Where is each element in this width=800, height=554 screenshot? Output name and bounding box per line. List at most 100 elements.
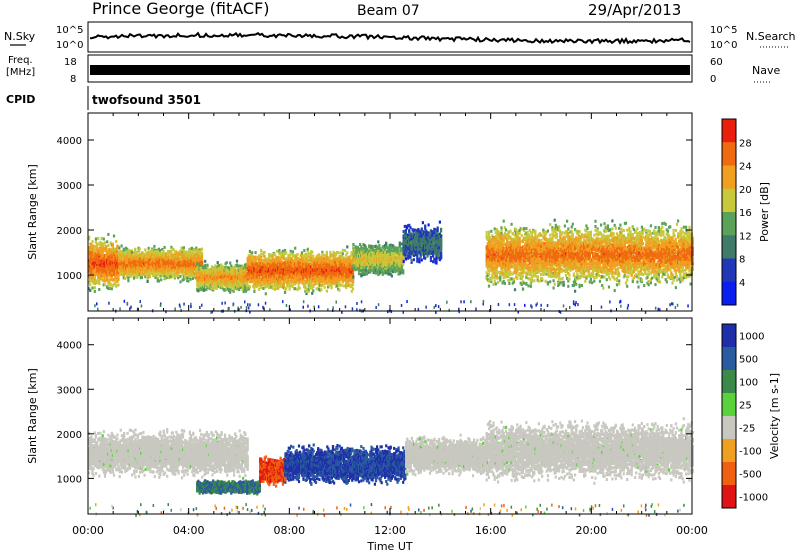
echo-cell bbox=[118, 247, 120, 250]
echo-cell bbox=[124, 277, 126, 280]
echo-cell bbox=[144, 248, 146, 251]
echo-cell bbox=[260, 249, 262, 252]
echo-cell bbox=[89, 289, 91, 292]
echo-cell bbox=[283, 255, 285, 258]
echo-cell bbox=[164, 246, 166, 249]
echo-cell bbox=[153, 245, 155, 248]
freq-label-1: Freq. bbox=[8, 55, 33, 66]
echo-cell bbox=[111, 269, 113, 272]
cpid-label: CPID bbox=[6, 93, 35, 106]
echo-cell bbox=[97, 242, 99, 245]
echo-cell bbox=[246, 282, 248, 285]
echo-cell bbox=[233, 290, 235, 293]
echo-cell bbox=[97, 237, 99, 240]
echo-cell bbox=[108, 287, 110, 290]
echo-cell bbox=[285, 251, 287, 254]
echo-cell bbox=[255, 256, 257, 259]
echo-cell bbox=[121, 244, 123, 247]
echo-cell bbox=[251, 251, 253, 254]
echo-cell bbox=[170, 251, 172, 254]
echo-cell bbox=[236, 260, 238, 263]
nsky-left-tick-top: 10^5 bbox=[56, 25, 83, 36]
freq-label-2: [MHz] bbox=[6, 67, 35, 78]
echo-cell bbox=[123, 249, 125, 252]
echo-cell bbox=[229, 291, 231, 294]
nsky-panel: N.Sky 10^5 10^0 10^5 10^0 N.Search bbox=[4, 22, 796, 52]
station-title: Prince George (fitACF) bbox=[92, 0, 270, 18]
echo-cell bbox=[101, 237, 103, 240]
echo-cell bbox=[255, 251, 257, 254]
echo-cell bbox=[159, 249, 161, 252]
echo-cell bbox=[160, 278, 162, 281]
echo-cell bbox=[95, 238, 97, 241]
date-title: 29/Apr/2013 bbox=[588, 1, 681, 19]
echo-cell bbox=[179, 275, 181, 278]
nave-tick-top: 60 bbox=[710, 57, 723, 68]
echo-cell bbox=[260, 253, 262, 256]
freq-band bbox=[90, 65, 690, 75]
echo-cell bbox=[201, 253, 203, 256]
echo-cell bbox=[191, 247, 193, 250]
echo-cell bbox=[91, 287, 93, 290]
echo-cell bbox=[201, 255, 203, 258]
echo-cell bbox=[285, 288, 287, 291]
echo-cell bbox=[117, 278, 119, 281]
beam-title: Beam 07 bbox=[357, 3, 420, 19]
echo-cell bbox=[217, 261, 219, 264]
echo-cell bbox=[106, 240, 108, 243]
echo-cell bbox=[275, 287, 277, 290]
echo-cell bbox=[112, 244, 114, 247]
echo-cell bbox=[187, 280, 189, 283]
echo-cell bbox=[136, 274, 138, 277]
echo-cell bbox=[148, 247, 150, 250]
nsky-left-tick-bottom: 10^0 bbox=[56, 40, 83, 51]
echo-cell bbox=[127, 279, 129, 282]
echo-cell bbox=[258, 288, 260, 291]
echo-cell bbox=[110, 284, 112, 287]
freq-tick-top: 18 bbox=[64, 57, 77, 68]
echo-cell bbox=[262, 287, 264, 290]
echo-cell bbox=[278, 249, 280, 252]
echo-cell bbox=[104, 241, 106, 244]
echo-cell bbox=[161, 274, 163, 277]
echo-cell bbox=[104, 280, 106, 283]
echo-cell bbox=[226, 261, 228, 264]
nsky-right-tick-bottom: 10^0 bbox=[710, 40, 737, 51]
echo-cell bbox=[264, 255, 266, 258]
echo-cell bbox=[115, 284, 117, 287]
echo-cell bbox=[139, 248, 141, 251]
nsky-right-tick-top: 10^5 bbox=[710, 25, 737, 36]
echo-cell bbox=[253, 290, 255, 293]
echo-cell bbox=[264, 251, 266, 254]
cpid-program: twofsound 3501 bbox=[92, 93, 201, 107]
echo-cell bbox=[113, 235, 115, 238]
nave-label: Nave bbox=[752, 64, 780, 77]
echo-cell bbox=[153, 273, 155, 276]
echo-cell bbox=[229, 262, 231, 265]
echo-cell bbox=[117, 284, 119, 287]
freq-panel: Freq. [MHz] 18 8 60 0 Nave bbox=[6, 55, 780, 85]
echo-cell bbox=[162, 250, 164, 253]
echo-cell bbox=[272, 287, 274, 290]
echo-cell bbox=[255, 260, 257, 263]
echo-cell bbox=[90, 267, 92, 270]
echo-cell bbox=[253, 287, 255, 290]
echo-cell bbox=[206, 264, 208, 267]
echo-cell bbox=[106, 277, 108, 280]
echo-cell bbox=[183, 246, 185, 249]
echo-cell bbox=[105, 245, 107, 248]
echo-cell bbox=[184, 276, 186, 279]
nsearch-right-label: N.Search bbox=[746, 30, 796, 43]
echo-cell bbox=[111, 287, 113, 290]
echo-cell bbox=[260, 286, 262, 289]
echo-cell bbox=[158, 280, 160, 283]
echo-cell bbox=[260, 256, 262, 259]
echo-cell bbox=[282, 250, 284, 253]
echo-cell bbox=[103, 238, 105, 241]
echo-cell bbox=[283, 257, 285, 260]
echo-cell bbox=[249, 250, 251, 253]
power-echo-cells bbox=[88, 219, 694, 314]
echo-cell bbox=[89, 283, 91, 286]
